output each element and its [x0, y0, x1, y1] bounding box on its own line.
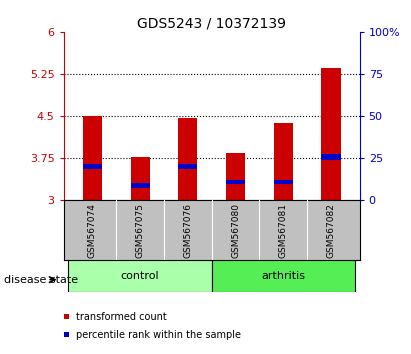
Bar: [131, 183, 150, 188]
Bar: [321, 154, 341, 160]
Bar: [69, 260, 212, 292]
Bar: [226, 153, 245, 200]
Text: GSM567075: GSM567075: [136, 203, 145, 258]
Text: transformed count: transformed count: [76, 312, 167, 322]
Title: GDS5243 / 10372139: GDS5243 / 10372139: [137, 17, 286, 31]
Text: disease state: disease state: [4, 275, 78, 285]
Text: arthritis: arthritis: [261, 271, 305, 281]
Text: GSM567081: GSM567081: [279, 203, 288, 258]
Text: GSM567074: GSM567074: [88, 203, 97, 258]
Bar: [83, 116, 102, 200]
Bar: [274, 180, 293, 184]
Bar: [226, 180, 245, 184]
Bar: [274, 123, 293, 200]
Bar: [212, 260, 355, 292]
Text: GSM567076: GSM567076: [183, 203, 192, 258]
Bar: [178, 164, 197, 169]
Text: control: control: [121, 271, 159, 281]
Text: percentile rank within the sample: percentile rank within the sample: [76, 330, 241, 339]
Bar: [178, 118, 197, 200]
Bar: [83, 164, 102, 169]
Text: GSM567080: GSM567080: [231, 203, 240, 258]
Text: GSM567082: GSM567082: [326, 203, 335, 258]
Bar: [131, 158, 150, 200]
Bar: [321, 68, 341, 200]
